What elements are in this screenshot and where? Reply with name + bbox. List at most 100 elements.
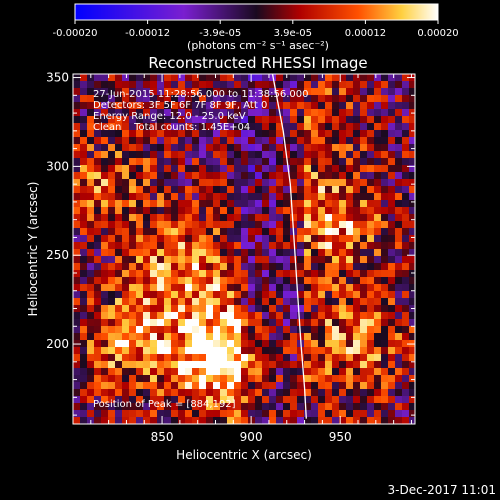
heatmap-cell [276, 417, 284, 424]
heatmap-cell [290, 158, 298, 166]
heatmap-cell [171, 235, 179, 243]
heatmap-cell [255, 109, 263, 117]
heatmap-cell [276, 158, 284, 166]
heatmap-cell [206, 256, 214, 264]
heatmap-cell [353, 256, 361, 264]
heatmap-cell [276, 130, 284, 138]
heatmap-cell [122, 256, 130, 264]
heatmap-cell [269, 403, 277, 411]
heatmap-cell [136, 88, 144, 96]
heatmap-cell [318, 368, 326, 376]
heatmap-cell [381, 298, 389, 306]
heatmap-cell [73, 172, 81, 180]
heatmap-cell [374, 284, 382, 292]
heatmap-cell [241, 200, 249, 208]
heatmap-cell [164, 389, 172, 397]
heatmap-cell [227, 291, 235, 299]
heatmap-cell [290, 305, 298, 313]
heatmap-cell [108, 298, 116, 306]
heatmap-cell [290, 242, 298, 250]
heatmap-cell [101, 417, 109, 424]
heatmap-cell [206, 137, 214, 145]
heatmap-cell [80, 256, 88, 264]
annotation-counts: Clean Total counts: 1.45E+04 [93, 122, 250, 133]
heatmap-cell [143, 375, 151, 383]
heatmap-cell [122, 326, 130, 334]
heatmap-cell [101, 403, 109, 411]
heatmap-cell [157, 88, 165, 96]
heatmap-cell [353, 242, 361, 250]
heatmap-cell [213, 256, 221, 264]
heatmap-cell [297, 389, 305, 397]
heatmap-cell [262, 326, 270, 334]
heatmap-cell [213, 291, 221, 299]
heatmap-cell [73, 242, 81, 250]
heatmap-cell [332, 123, 340, 131]
heatmap-cell [360, 249, 368, 257]
heatmap-cell [171, 137, 179, 145]
heatmap-cell [80, 151, 88, 159]
heatmap-cell [339, 242, 347, 250]
heatmap-cell [73, 326, 81, 334]
heatmap-cell [325, 207, 333, 215]
heatmap-cell [332, 326, 340, 334]
heatmap-cell [80, 228, 88, 236]
heatmap-cell [213, 382, 221, 390]
heatmap-cell [241, 361, 249, 369]
heatmap-cell [129, 228, 137, 236]
heatmap-cell [311, 102, 319, 110]
heatmap-cell [255, 193, 263, 201]
heatmap-cell [248, 186, 256, 194]
heatmap-cell [304, 123, 312, 131]
heatmap-cell [402, 333, 410, 341]
heatmap-cell [276, 116, 284, 124]
heatmap-cell [325, 123, 333, 131]
heatmap-cell [129, 158, 137, 166]
heatmap-cell [157, 284, 165, 292]
heatmap-cell [367, 151, 375, 159]
y-tick-label: 300 [46, 159, 69, 173]
heatmap-cell [311, 403, 319, 411]
heatmap-cell [87, 375, 95, 383]
heatmap-cell [213, 305, 221, 313]
heatmap-cell [227, 235, 235, 243]
heatmap-cell [290, 340, 298, 348]
heatmap-cell [360, 207, 368, 215]
heatmap-cell [129, 102, 137, 110]
heatmap-cell [304, 95, 312, 103]
heatmap-cell [262, 137, 270, 145]
heatmap-cell [115, 340, 123, 348]
heatmap-cell [185, 214, 193, 222]
heatmap-cell [220, 144, 228, 152]
heatmap-cell [129, 193, 137, 201]
heatmap-cell [255, 333, 263, 341]
heatmap-cell [94, 396, 102, 404]
heatmap-cell [241, 382, 249, 390]
heatmap-cell [87, 347, 95, 355]
heatmap-cell [192, 368, 200, 376]
heatmap-cell [367, 410, 375, 418]
heatmap-cell [73, 410, 81, 418]
heatmap-cell [80, 410, 88, 418]
heatmap-cell [297, 256, 305, 264]
heatmap-cell [402, 305, 410, 313]
heatmap-cell [73, 200, 81, 208]
heatmap-cell [402, 88, 410, 96]
heatmap-cell [395, 158, 403, 166]
heatmap-cell [150, 305, 158, 313]
heatmap-cell [402, 319, 410, 327]
heatmap-cell [80, 242, 88, 250]
heatmap-cell [360, 102, 368, 110]
heatmap-cell [325, 361, 333, 369]
heatmap-cell [122, 207, 130, 215]
heatmap-cell [108, 375, 116, 383]
heatmap-cell [332, 214, 340, 222]
heatmap-cell [367, 88, 375, 96]
heatmap-cell [129, 305, 137, 313]
heatmap-cell [115, 354, 123, 362]
heatmap-cell [276, 242, 284, 250]
heatmap-cell [248, 74, 256, 82]
heatmap-cell [129, 340, 137, 348]
heatmap-cell [346, 172, 354, 180]
heatmap-cell [374, 382, 382, 390]
